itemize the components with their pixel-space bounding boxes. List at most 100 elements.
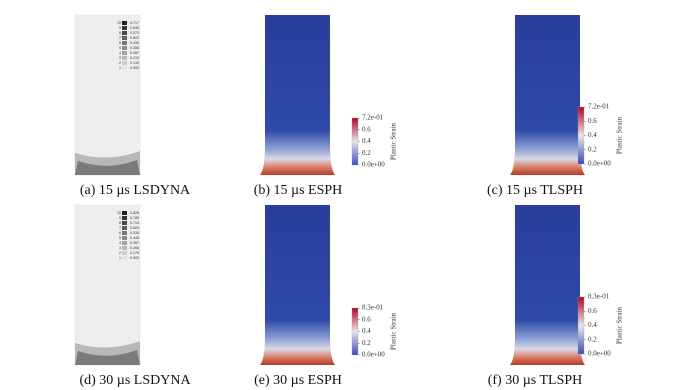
- colorbar-tick-label: 7.2e-01: [362, 114, 384, 122]
- legend-level: 9: [119, 26, 121, 30]
- legend-level: 5: [119, 46, 121, 50]
- legend-value: 0.143: [130, 61, 139, 65]
- legend-value: 0.357: [130, 241, 139, 245]
- legend-swatch: [122, 31, 127, 35]
- legend-value: 0.000: [130, 66, 139, 70]
- simulation-image: [74, 204, 141, 366]
- legend-swatch: [122, 221, 127, 225]
- colorbar-tick-label: 0.4: [362, 137, 371, 145]
- legend-swatch: [122, 26, 127, 30]
- legend-swatch: [122, 236, 127, 240]
- legend-value: 0.624: [130, 226, 139, 230]
- colorbar-tick-label: 0.6: [588, 307, 597, 315]
- colorbar-tick-label: 0.2: [362, 339, 371, 347]
- legend-level: 8: [119, 31, 121, 35]
- legend-swatch: [122, 21, 127, 25]
- legend-level: 10: [117, 211, 121, 215]
- legend-swatch: [122, 251, 127, 255]
- legend-swatch: [122, 36, 127, 40]
- legend-level: 6: [119, 41, 121, 45]
- simulation-image: [260, 205, 335, 365]
- colorbar-tick-label: 0.0e+00: [362, 351, 385, 359]
- legend-value: 0.430: [130, 41, 139, 45]
- panel: 7.2e-01 0.6 0.4 0.2 0.0e+00 Plastic Strain (c)…: [487, 15, 624, 198]
- legend-level: 10: [117, 21, 121, 25]
- caption: (d) 30 µs LSDYNA: [79, 373, 191, 388]
- colorbar-tick-label: 0.6: [362, 125, 371, 133]
- legend-value: 0.358: [130, 46, 139, 50]
- colorbar-tick-label: 0.4: [588, 131, 597, 139]
- simulation-image: [74, 14, 141, 176]
- colorbar-title: Plastic Strain: [616, 116, 624, 154]
- colorbar-tick-label: 0.0e+00: [362, 161, 385, 169]
- legend-level: 6: [119, 231, 121, 235]
- colorbar-tick-label: 0.6: [362, 315, 371, 323]
- colorbar-title: Plastic Strain: [390, 122, 398, 160]
- legend-value: 0.000: [130, 256, 139, 260]
- legend-value: 0.714: [130, 221, 139, 225]
- colorbar-tick-label: 0.2: [588, 145, 597, 153]
- legend-value: 0.535: [130, 231, 139, 235]
- colorbar-tick-label: 0.6: [588, 117, 597, 125]
- colorbar: [351, 117, 359, 166]
- legend-value: 0.826: [130, 211, 139, 215]
- panel: 10 0.826 9 0.789 8 0.714 7 0.624 6 0.535 5 0.446 4 0.…: [74, 204, 191, 388]
- legend-swatch: [122, 41, 127, 45]
- legend-value: 0.789: [130, 216, 139, 220]
- colorbar-tick-label: 8.3e-01: [362, 304, 384, 312]
- legend-value: 0.645: [130, 26, 139, 30]
- legend-swatch: [122, 246, 127, 250]
- panel: 10 0.717 9 0.645 8 0.573 7 0.502 6 0.430 5 0.358 4 0.…: [74, 14, 191, 198]
- legend-level: 3: [119, 246, 121, 250]
- colorbar-tick-label: 8.3e-01: [588, 293, 610, 301]
- legend-swatch: [122, 256, 127, 260]
- contour-band: [75, 160, 140, 175]
- colorbar-tick-label: 0.2: [362, 149, 371, 157]
- legend-swatch: [122, 46, 127, 50]
- caption: (c) 15 µs TLSPH: [487, 183, 583, 198]
- colorbar-tick-label: 0.0e+00: [588, 350, 611, 358]
- legend-level: 7: [119, 36, 121, 40]
- colorbar-tick-label: 7.2e-01: [588, 103, 610, 111]
- caption: (b) 15 µs ESPH: [254, 183, 343, 198]
- caption: (f) 30 µs TLSPH: [488, 373, 583, 388]
- legend-level: 9: [119, 216, 121, 220]
- legend-swatch: [122, 211, 127, 215]
- contour-band: [75, 350, 140, 365]
- legend-swatch: [122, 216, 127, 220]
- legend-swatch: [122, 66, 127, 70]
- legend-swatch: [122, 51, 127, 55]
- legend-value: 0.287: [130, 51, 139, 55]
- legend-value: 0.502: [130, 36, 139, 40]
- legend-value: 0.717: [130, 21, 139, 25]
- legend-level: 4: [119, 241, 121, 245]
- panel: 8.3e-01 0.6 0.4 0.2 0.0e+00 Plastic Strain (f)…: [488, 205, 624, 388]
- legend-value: 0.268: [130, 246, 139, 250]
- legend-value: 0.215: [130, 56, 139, 60]
- legend-level: 8: [119, 221, 121, 225]
- legend-swatch: [122, 56, 127, 60]
- legend-level: 7: [119, 226, 121, 230]
- caption: (e) 30 µs ESPH: [254, 373, 342, 388]
- simulation-image: [510, 15, 585, 175]
- legend-swatch: [122, 241, 127, 245]
- colorbar-tick-label: 0.2: [588, 335, 597, 343]
- colorbar: [351, 307, 359, 356]
- panel: 7.2e-01 0.6 0.4 0.2 0.0e+00 Plastic Strain (b)…: [254, 15, 398, 198]
- caption: (a) 15 µs LSDYNA: [80, 183, 191, 198]
- colorbar-title: Plastic Strain: [390, 312, 398, 350]
- simulation-image: [260, 15, 335, 175]
- legend-level: 2: [119, 251, 121, 255]
- colorbar: [577, 296, 585, 355]
- panel: 8.3e-01 0.6 0.4 0.2 0.0e+00 Plastic Strain (e)…: [254, 205, 398, 388]
- legend-swatch: [122, 61, 127, 65]
- legend-value: 0.178: [130, 251, 139, 255]
- colorbar-tick-label: 0.4: [588, 321, 597, 329]
- legend-swatch: [122, 226, 127, 230]
- legend-level: 1: [119, 66, 121, 70]
- colorbar: [577, 106, 585, 165]
- legend-value: 0.573: [130, 31, 139, 35]
- simulation-image: [510, 205, 585, 365]
- legend-swatch: [122, 231, 127, 235]
